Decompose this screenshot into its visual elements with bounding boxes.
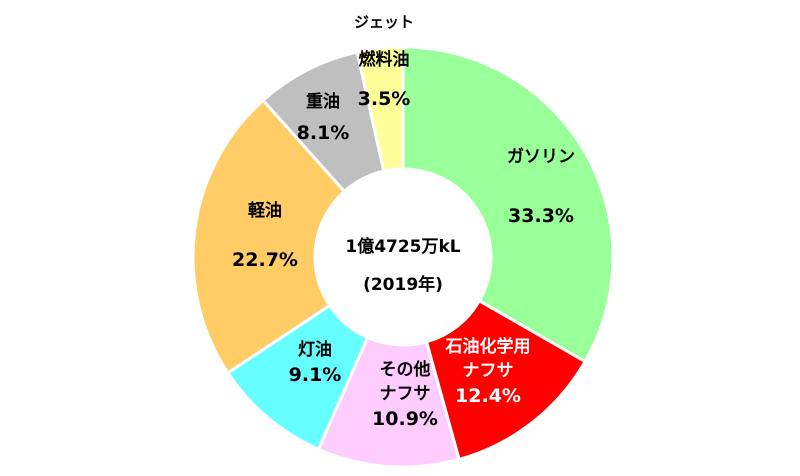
slice-label-1-line-1: ナフサ (463, 361, 514, 381)
slice-label-2-line-0: その他 (380, 359, 431, 380)
slices-group (191, 45, 615, 469)
slice-value-0: 33.3% (508, 205, 574, 227)
slice-4 (191, 98, 347, 375)
slice-value-4: 22.7% (232, 249, 298, 271)
slice-value-5: 8.1% (297, 122, 350, 144)
slice-label-2-line-1: ナフサ (380, 384, 431, 404)
slice-value-2: 10.9% (372, 408, 438, 430)
slice-value-3: 9.1% (289, 364, 342, 386)
labels-group: ガソリン33.3%石油化学用ナフサ12.4%その他ナフサ10.9%灯油9.1%軽… (232, 13, 575, 430)
slice-label-0-line-0: ガソリン (507, 147, 575, 167)
center-label-line2: (2019年) (363, 274, 443, 295)
slice-label-5-line-0: 重油 (306, 91, 340, 112)
slice-label-4-line-0: 軽油 (248, 200, 282, 221)
slice-value-1: 12.4% (455, 385, 521, 407)
slice-label-6-line-0: ジェット (354, 13, 414, 31)
donut-hole (315, 169, 491, 345)
slice-label-6-line-1: 燃料油 (359, 49, 410, 70)
slice-label-3-line-0: 灯油 (298, 339, 332, 360)
slice-value-6: 3.5% (358, 88, 411, 110)
center-label-line1: 1億4725万kL (345, 236, 460, 257)
slice-label-1-line-0: 石油化学用 (445, 336, 531, 357)
